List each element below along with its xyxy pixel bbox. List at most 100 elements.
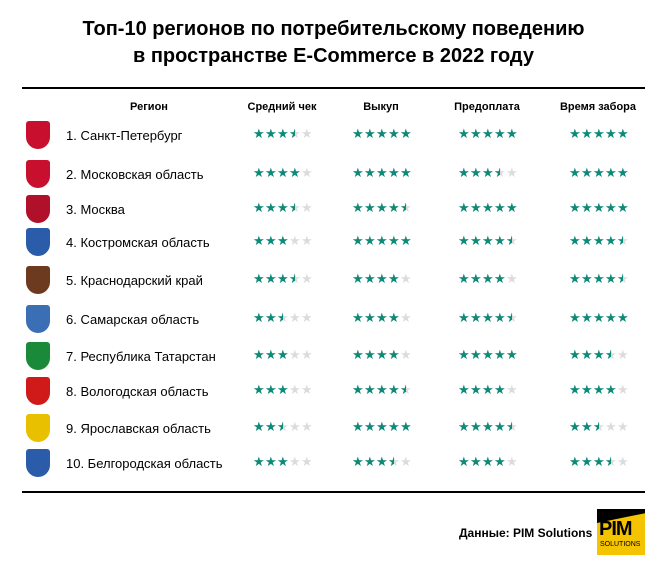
star-rating-Выкуп: ★ ★ ★ ★ ★ ★ ★ ★ ★ ★ (352, 235, 412, 249)
star-icon: ★ ★ (388, 272, 400, 287)
star-icon: ★ ★ (569, 420, 581, 435)
table-row: 1. Санкт-Петербург ★ ★ ★ ★ ★ ★ ★ ★ ★ ★ ★ ★ ★ ★ ★ ★ ★ ★ ★ ★ ★ ★… (0, 119, 667, 153)
star-icon: ★ (617, 455, 629, 470)
star-icon: ★ ★ (458, 420, 470, 435)
star-icon: ★ (289, 234, 301, 249)
star-icon: ★ ★ (569, 127, 581, 142)
star-icon: ★ ★ (605, 234, 617, 249)
star-icon: ★ ★ (605, 272, 617, 287)
star-icon: ★ (301, 420, 313, 435)
star-icon: ★ ★ (470, 166, 482, 181)
star-icon: ★ ★ (569, 234, 581, 249)
star-icon: ★ ★ (265, 201, 277, 216)
star-icon: ★ ★ (470, 455, 482, 470)
star-icon: ★ ★ (388, 348, 400, 363)
header-prepayment: Предоплата (454, 101, 520, 113)
star-icon: ★ ★ (482, 348, 494, 363)
star-icon: ★ ★ (494, 201, 506, 216)
star-icon: ★ ★ (400, 234, 412, 249)
star-icon: ★ ★ (482, 127, 494, 142)
star-rating-Предоплата: ★ ★ ★ ★ ★ ★ ★ ★ ★ (458, 273, 518, 287)
star-rating-Предоплата: ★ ★ ★ ★ ★ ★ ★ ★ ★ ★ (458, 202, 518, 216)
star-icon: ★ ★ (470, 127, 482, 142)
star-icon: ★ ★ (289, 166, 301, 181)
star-icon: ★ (506, 166, 518, 181)
star-icon: ★ ★ (253, 166, 265, 181)
star-icon: ★ ★ (494, 311, 506, 326)
star-icon: ★ ★ (277, 127, 289, 142)
star-icon: ★ ★ (581, 455, 593, 470)
star-icon: ★ (506, 383, 518, 398)
region-name: 6. Самарская область (66, 312, 200, 327)
star-rating-Предоплата: ★ ★ ★ ★ ★ ★ ★ ★ ★ ★ (458, 312, 518, 326)
star-icon: ★ ★ (482, 166, 494, 181)
star-icon: ★ (289, 383, 301, 398)
star-icon: ★ ★ (605, 201, 617, 216)
star-icon: ★ (617, 420, 629, 435)
star-icon: ★ ★ (458, 383, 470, 398)
star-icon: ★ ★ (265, 420, 277, 435)
title-line-1: Топ-10 регионов по потребительскому пове… (82, 18, 585, 40)
star-icon: ★ (617, 348, 629, 363)
star-icon: ★ ★ (470, 234, 482, 249)
star-rating-Время забора: ★ ★ ★ ★ ★ ★ ★ ★ ★ (569, 456, 629, 470)
star-icon: ★ ★ (470, 348, 482, 363)
star-icon: ★ ★ (352, 166, 364, 181)
star-icon: ★ ★ (364, 201, 376, 216)
star-icon: ★ ★ (253, 234, 265, 249)
star-icon: ★ ★ (617, 311, 629, 326)
star-icon: ★ ★ (352, 272, 364, 287)
star-icon: ★ ★ (506, 348, 518, 363)
chart-title: Топ-10 регионов по потребительскому пове… (0, 16, 667, 70)
star-rating-Выкуп: ★ ★ ★ ★ ★ ★ ★ ★ ★ (352, 312, 412, 326)
star-icon: ★ ★ (593, 455, 605, 470)
star-icon: ★ ★ (364, 166, 376, 181)
star-icon: ★ ★ (352, 383, 364, 398)
star-icon: ★ ★ (593, 383, 605, 398)
star-icon: ★ ★ (388, 166, 400, 181)
title-line-2: в пространстве E-Commerce в 2022 году (133, 45, 534, 67)
star-icon: ★ ★ (569, 201, 581, 216)
star-icon: ★ ★ (352, 420, 364, 435)
star-icon: ★ ★ (494, 166, 506, 181)
star-icon: ★ ★ (277, 383, 289, 398)
region-name: 4. Костромская область (66, 235, 210, 250)
star-icon: ★ ★ (376, 348, 388, 363)
star-rating-Средний чек: ★ ★ ★ ★ ★ ★ ★ ★ (253, 235, 313, 249)
coat-of-arms-icon (26, 305, 50, 333)
star-icon: ★ ★ (400, 383, 412, 398)
star-icon: ★ ★ (593, 348, 605, 363)
star-icon: ★ ★ (581, 166, 593, 181)
star-rating-Время забора: ★ ★ ★ ★ ★ ★ ★ ★ (569, 421, 629, 435)
star-icon: ★ ★ (617, 234, 629, 249)
table-row: 8. Вологодская область ★ ★ ★ ★ ★ ★ ★ ★ ★ ★ ★ ★ ★ ★ ★ ★ ★ ★… (0, 375, 667, 409)
star-icon: ★ ★ (569, 455, 581, 470)
star-rating-Средний чек: ★ ★ ★ ★ ★ ★ ★ ★ ★ (253, 167, 313, 181)
star-rating-Выкуп: ★ ★ ★ ★ ★ ★ ★ ★ ★ ★ (352, 167, 412, 181)
star-icon: ★ ★ (581, 311, 593, 326)
star-icon: ★ ★ (569, 166, 581, 181)
star-rating-Время забора: ★ ★ ★ ★ ★ ★ ★ ★ ★ (569, 349, 629, 363)
star-icon: ★ ★ (400, 420, 412, 435)
star-rating-Средний чек: ★ ★ ★ ★ ★ ★ ★ ★ (253, 349, 313, 363)
star-rating-Средний чек: ★ ★ ★ ★ ★ ★ ★ ★ ★ (253, 202, 313, 216)
star-rating-Выкуп: ★ ★ ★ ★ ★ ★ ★ ★ ★ ★ (352, 421, 412, 435)
star-rating-Предоплата: ★ ★ ★ ★ ★ ★ ★ ★ ★ ★ (458, 128, 518, 142)
star-icon: ★ ★ (352, 127, 364, 142)
star-icon: ★ ★ (581, 420, 593, 435)
top-divider (22, 87, 645, 89)
star-icon: ★ ★ (458, 455, 470, 470)
star-icon: ★ ★ (277, 420, 289, 435)
coat-of-arms-icon (26, 414, 50, 442)
star-icon: ★ ★ (265, 166, 277, 181)
star-rating-Выкуп: ★ ★ ★ ★ ★ ★ ★ ★ ★ (352, 273, 412, 287)
star-icon: ★ (301, 348, 313, 363)
star-rating-Средний чек: ★ ★ ★ ★ ★ ★ ★ ★ ★ (253, 128, 313, 142)
star-icon: ★ ★ (482, 201, 494, 216)
star-icon: ★ ★ (617, 166, 629, 181)
star-icon: ★ ★ (617, 127, 629, 142)
region-name: 8. Вологодская область (66, 384, 209, 399)
star-icon: ★ (301, 272, 313, 287)
star-icon: ★ ★ (388, 127, 400, 142)
star-icon: ★ ★ (593, 201, 605, 216)
